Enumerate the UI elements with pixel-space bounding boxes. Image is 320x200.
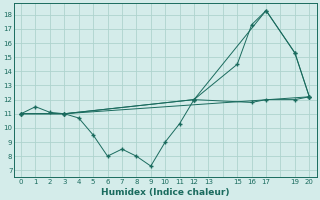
X-axis label: Humidex (Indice chaleur): Humidex (Indice chaleur) (101, 188, 229, 197)
